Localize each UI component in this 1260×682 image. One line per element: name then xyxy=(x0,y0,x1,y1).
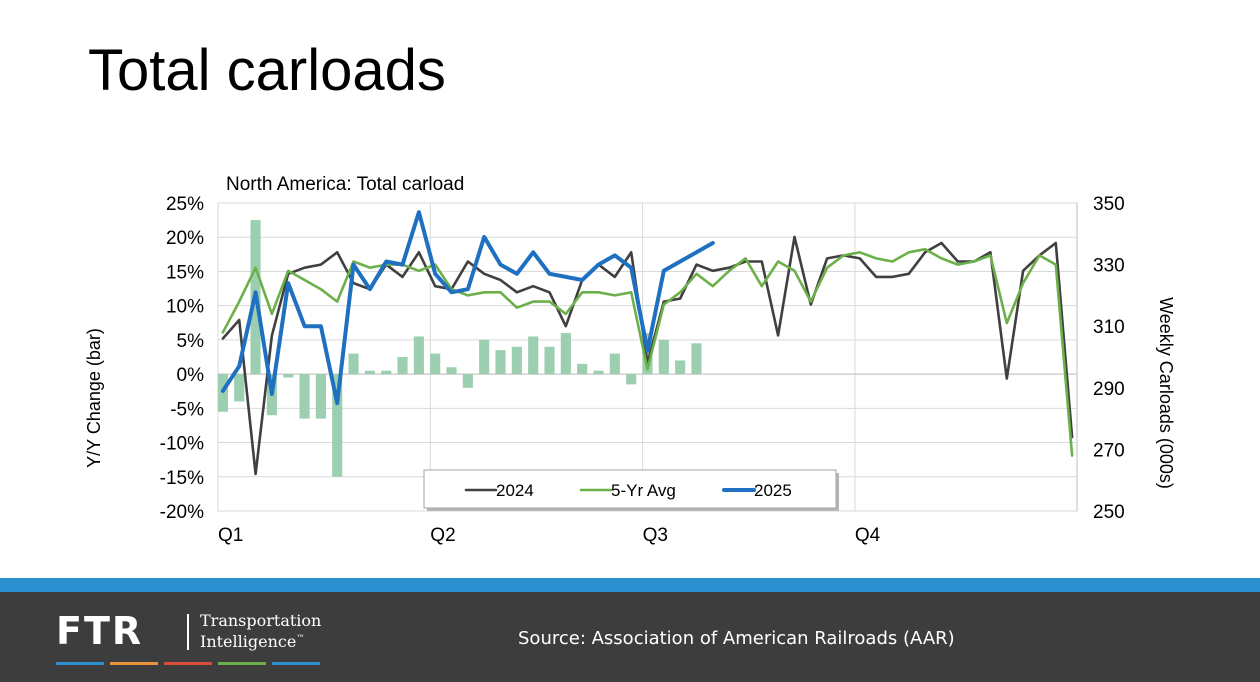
yoy-bar xyxy=(283,374,294,378)
footer-accent-stripe xyxy=(0,578,1260,592)
ftr-logo-mark: FTR xyxy=(56,609,144,653)
yoy-bar xyxy=(462,374,473,388)
y-left-tick-label: -10% xyxy=(160,434,204,455)
y-left-axis-label: Y/Y Change (bar) xyxy=(84,328,104,468)
yoy-bar xyxy=(593,370,604,375)
x-quarter-label: Q3 xyxy=(643,525,668,546)
yoy-bar xyxy=(626,374,637,385)
slide-title: Total carloads xyxy=(88,38,446,103)
yoy-bar xyxy=(348,353,359,375)
ftr-logo-color-bars xyxy=(56,662,326,665)
yoy-bar xyxy=(479,339,490,375)
y-right-tick-label: 350 xyxy=(1093,194,1125,215)
y-right-tick-label: 310 xyxy=(1093,317,1125,338)
y-left-tick-label: 5% xyxy=(177,331,205,352)
yoy-bar xyxy=(299,374,310,419)
y-left-tick-label: 0% xyxy=(177,365,205,386)
yoy-bar xyxy=(691,343,702,375)
ftr-logo-line2-text: Intelligence xyxy=(200,632,297,651)
series-line-5-yr-avg xyxy=(221,247,1074,457)
y-right-tick-label: 270 xyxy=(1093,440,1125,461)
yoy-bar xyxy=(609,353,620,375)
yoy-bar xyxy=(315,374,326,419)
series-line-2025 xyxy=(220,210,715,406)
y-left-tick-label: -15% xyxy=(160,468,204,489)
chart-title: North America: Total carload xyxy=(226,174,464,195)
yoy-bar xyxy=(364,370,375,375)
yoy-bar xyxy=(397,357,408,375)
yoy-bar xyxy=(675,360,686,375)
legend-label: 2025 xyxy=(754,481,792,500)
yoy-bar xyxy=(234,374,245,402)
logo-color-bar xyxy=(110,662,158,665)
yoy-bar xyxy=(642,333,653,375)
y-left-tick-label: -5% xyxy=(170,399,204,420)
yoy-bar xyxy=(577,363,588,375)
legend-label: 5-Yr Avg xyxy=(611,481,676,500)
logo-color-bar xyxy=(272,662,320,665)
yoy-bar xyxy=(381,370,392,375)
yoy-bar xyxy=(430,353,441,375)
yoy-bar xyxy=(658,339,669,375)
x-quarter-label: Q4 xyxy=(855,525,881,546)
x-quarter-label: Q1 xyxy=(218,525,243,546)
yoy-bar xyxy=(217,374,228,412)
yoy-bar xyxy=(495,350,506,375)
source-note: Source: Association of American Railroad… xyxy=(518,628,955,649)
y-right-tick-label: 330 xyxy=(1093,256,1125,277)
ftr-logo: FTR Transportation Intelligence™ xyxy=(56,609,326,665)
yoy-bar xyxy=(511,346,522,375)
yoy-bar xyxy=(446,367,457,375)
footer-bar: FTR Transportation Intelligence™ Source:… xyxy=(0,592,1260,682)
ftr-logo-line2: Intelligence™ xyxy=(200,632,304,651)
carload-chart: -20% -15% -10% -5% 0% 5% 10% 15% 20% 25% 250 270 290… xyxy=(84,174,1176,546)
y-right-tick-label: 290 xyxy=(1093,379,1125,400)
x-quarter-label: Q2 xyxy=(430,525,455,546)
y-right-axis-label: Weekly Carloads (000s) xyxy=(1156,297,1176,489)
yoy-bar xyxy=(544,346,555,375)
yoy-bar xyxy=(413,336,424,375)
yoy-bar xyxy=(560,333,571,375)
yoy-bar xyxy=(332,374,343,477)
legend-label: 2024 xyxy=(496,481,534,500)
y-left-tick-label: 10% xyxy=(166,297,204,318)
logo-color-bar xyxy=(218,662,266,665)
logo-color-bar xyxy=(164,662,212,665)
y-left-tick-label: 15% xyxy=(166,262,204,283)
ftr-logo-line1: Transportation xyxy=(200,611,322,630)
yoy-bar xyxy=(528,336,539,375)
y-left-tick-label: -20% xyxy=(160,502,204,523)
y-left-tick-label: 20% xyxy=(166,228,204,249)
ftr-logo-divider xyxy=(187,614,189,650)
y-left-tick-label: 25% xyxy=(166,194,204,215)
trademark-sign: ™ xyxy=(296,633,305,643)
y-right-tick-label: 250 xyxy=(1093,502,1125,523)
logo-color-bar xyxy=(56,662,104,665)
